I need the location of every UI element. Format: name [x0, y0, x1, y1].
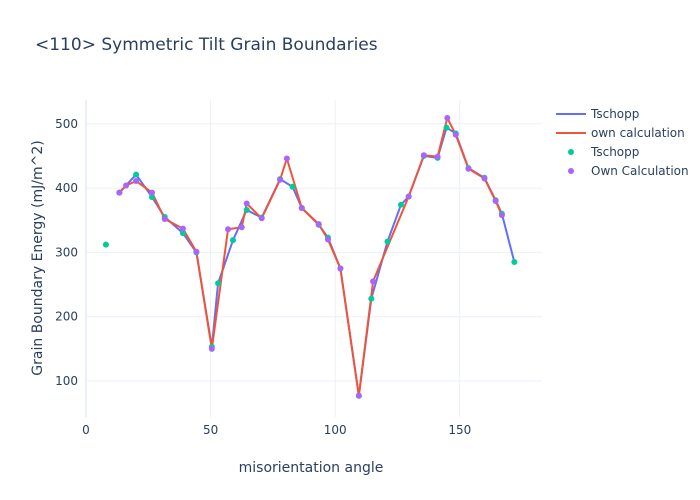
- series-3-point[interactable]: [229, 237, 236, 244]
- series-4-point[interactable]: [123, 182, 130, 189]
- legend-item-3[interactable]: Tschopp: [568, 145, 639, 159]
- series-4-point[interactable]: [298, 205, 305, 212]
- series-4-point[interactable]: [420, 152, 427, 159]
- legend-item-2[interactable]: own calculation: [556, 126, 685, 140]
- x-axis-title: misorientation angle: [239, 460, 384, 476]
- plot-area[interactable]: [102, 115, 518, 399]
- series-3-point[interactable]: [149, 194, 156, 201]
- series-4-point[interactable]: [355, 392, 362, 399]
- series-4-point[interactable]: [258, 215, 265, 222]
- x-tick-label: 100: [324, 423, 347, 437]
- y-axis-title: Grain Boundary Energy (mJ/m^2): [30, 140, 46, 375]
- series-4-point[interactable]: [116, 189, 123, 196]
- series-4-point[interactable]: [243, 200, 250, 207]
- axes: 100 200 300 400 500 0 50 100 150: [55, 100, 471, 437]
- series-4-point[interactable]: [370, 278, 377, 285]
- series-4-point[interactable]: [283, 155, 290, 162]
- series-4-point[interactable]: [149, 189, 156, 196]
- series-3-point[interactable]: [289, 183, 296, 190]
- y-tick-label: 300: [55, 245, 78, 259]
- legend-item-4[interactable]: Own Calculation: [568, 164, 689, 178]
- series-4-point[interactable]: [193, 248, 200, 255]
- series-4-point[interactable]: [161, 215, 168, 222]
- legend-label: Tschopp: [590, 145, 639, 159]
- series-4-point[interactable]: [315, 221, 322, 228]
- series-4-point[interactable]: [498, 212, 505, 219]
- series-3-point[interactable]: [443, 124, 450, 131]
- series-4-point[interactable]: [337, 265, 344, 272]
- y-tick-label: 500: [55, 117, 78, 131]
- x-tick-label: 0: [82, 423, 90, 437]
- series-4-point[interactable]: [208, 345, 215, 352]
- series-4-point[interactable]: [225, 226, 232, 233]
- series-3-point[interactable]: [133, 171, 140, 178]
- series-4-point[interactable]: [179, 225, 186, 232]
- y-tick-label: 100: [55, 374, 78, 388]
- series-4-point[interactable]: [452, 131, 459, 138]
- series-4-point[interactable]: [481, 175, 488, 182]
- chart-title: <110> Symmetric Tilt Grain Boundaries: [35, 35, 378, 55]
- legend-label: Own Calculation: [591, 164, 689, 178]
- legend-item-1[interactable]: Tschopp: [556, 107, 639, 121]
- series-4-point[interactable]: [324, 236, 331, 243]
- series-3-point[interactable]: [384, 238, 391, 245]
- series-4-point[interactable]: [133, 178, 140, 185]
- series-3-point[interactable]: [179, 230, 186, 237]
- y-tick-label: 200: [55, 310, 78, 324]
- series-4-point[interactable]: [434, 153, 441, 160]
- series-3-point[interactable]: [511, 259, 518, 266]
- series-3-point[interactable]: [243, 206, 250, 213]
- series-3-point[interactable]: [102, 241, 109, 248]
- series-4-point[interactable]: [444, 115, 451, 121]
- series-3-point[interactable]: [368, 295, 375, 302]
- series-3-point[interactable]: [397, 201, 404, 208]
- legend-marker-swatch: [568, 168, 574, 174]
- series-4-point[interactable]: [405, 193, 412, 200]
- series-4-point[interactable]: [492, 197, 499, 204]
- legend-label: Tschopp: [590, 107, 639, 121]
- legend[interactable]: Tschopp own calculation Tschopp Own Calcula…: [556, 107, 689, 178]
- x-tick-label: 150: [448, 423, 471, 437]
- legend-marker-swatch: [568, 149, 574, 155]
- x-tick-label: 50: [203, 423, 218, 437]
- legend-label: own calculation: [591, 126, 685, 140]
- series-4-point[interactable]: [238, 224, 245, 231]
- series-4-point[interactable]: [465, 165, 472, 172]
- y-tick-label: 400: [55, 181, 78, 195]
- gridlines: [86, 100, 542, 417]
- series-3-point[interactable]: [215, 280, 222, 287]
- series-4-point[interactable]: [277, 176, 284, 183]
